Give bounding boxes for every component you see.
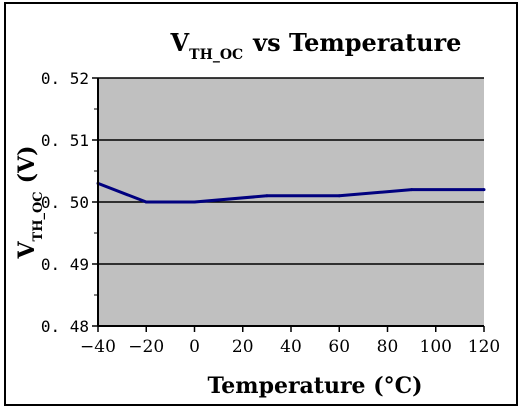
data-point <box>337 194 341 198</box>
x-tick-label: 100 <box>420 337 452 357</box>
x-tick-label: 40 <box>280 337 302 357</box>
y-axis-label: VTH_OC(V) <box>14 145 46 259</box>
x-tick-label: −20 <box>128 337 164 357</box>
y-tick-label: 0. 51 <box>41 131 89 150</box>
data-point <box>193 200 196 204</box>
chart-frame <box>4 2 518 406</box>
data-point <box>410 188 414 192</box>
data-point <box>482 188 486 192</box>
y-tick-label: 0. 52 <box>41 69 89 88</box>
y-tick-label: 0. 49 <box>41 255 89 274</box>
chart-title: VTH_OC vs Temperature <box>170 28 462 63</box>
data-point <box>144 200 148 204</box>
data-point <box>265 194 269 198</box>
y-tick-label: 0. 50 <box>41 193 89 212</box>
x-tick-label: 80 <box>377 337 399 357</box>
x-tick-label: −40 <box>80 337 116 357</box>
x-tick-label: 120 <box>468 337 500 357</box>
x-tick-label: 60 <box>328 337 350 357</box>
x-tick-label: 0 <box>189 337 200 357</box>
x-axis-label: Temperature (°C) <box>207 373 422 399</box>
tick-layer: 0. 48 0. 49 0. 50 0. 51 0. 52 −40 −20 0 20 40 60 80… <box>41 69 500 357</box>
y-tick-label: 0. 48 <box>41 317 89 336</box>
x-tick-label: 20 <box>232 337 254 357</box>
